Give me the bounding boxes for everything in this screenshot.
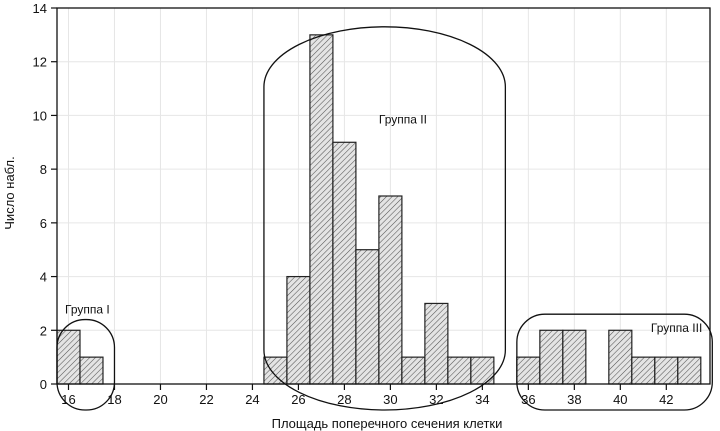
x-tick-label: 24	[245, 392, 259, 407]
histogram-bar	[654, 356, 679, 385]
group-label: Группа III	[651, 321, 702, 335]
histogram-bar	[286, 275, 311, 385]
x-tick-label: 40	[613, 392, 627, 407]
histogram-bar	[378, 195, 403, 385]
x-tick-label: 42	[659, 392, 673, 407]
x-tick-label: 26	[291, 392, 305, 407]
histogram-bar	[401, 356, 426, 385]
bars	[56, 34, 702, 385]
y-tick-label: 14	[33, 1, 47, 16]
x-tick-label: 36	[521, 392, 535, 407]
x-tick-label: 32	[429, 392, 443, 407]
x-tick-label: 38	[567, 392, 581, 407]
x-axis-title: Площадь поперечного сечения клетки	[272, 416, 503, 431]
histogram-bar	[539, 329, 564, 385]
group-label: Группа I	[65, 303, 110, 317]
x-tick-label: 30	[383, 392, 397, 407]
group-label: Группа II	[379, 112, 427, 126]
y-tick-label: 6	[40, 216, 47, 231]
histogram-bar	[470, 356, 495, 385]
x-tick-label: 34	[475, 392, 489, 407]
y-tick-label: 10	[33, 108, 47, 123]
histogram-bar	[447, 356, 472, 385]
histogram-bar	[332, 141, 357, 385]
y-tick-label: 0	[40, 377, 47, 392]
histogram-bar	[79, 356, 104, 385]
histogram-bar	[263, 356, 288, 385]
histogram-bar	[677, 356, 702, 385]
histogram-bar	[608, 329, 633, 385]
histogram-bar	[309, 34, 334, 385]
x-tick-label: 18	[107, 392, 121, 407]
group-outline	[263, 26, 507, 411]
y-tick-label: 4	[40, 270, 47, 285]
plot-frame	[56, 7, 711, 385]
y-tick-label: 2	[40, 323, 47, 338]
group-outline	[516, 313, 713, 411]
x-tick-label: 28	[337, 392, 351, 407]
histogram-bar	[424, 302, 449, 385]
histogram-bar	[516, 356, 541, 385]
x-tick-label: 20	[153, 392, 167, 407]
histogram-bar	[355, 249, 380, 385]
y-tick-label: 8	[40, 162, 47, 177]
group-annotations: Группа I Группа II Группа III	[56, 26, 713, 411]
x-tick-label: 16	[61, 392, 75, 407]
histogram-bar	[631, 356, 656, 385]
histogram-bar	[56, 329, 81, 385]
y-tick-label: 12	[33, 55, 47, 70]
x-tick-label: 22	[199, 392, 213, 407]
histogram-bar	[562, 329, 587, 385]
y-axis-title: Число набл.	[2, 156, 17, 229]
